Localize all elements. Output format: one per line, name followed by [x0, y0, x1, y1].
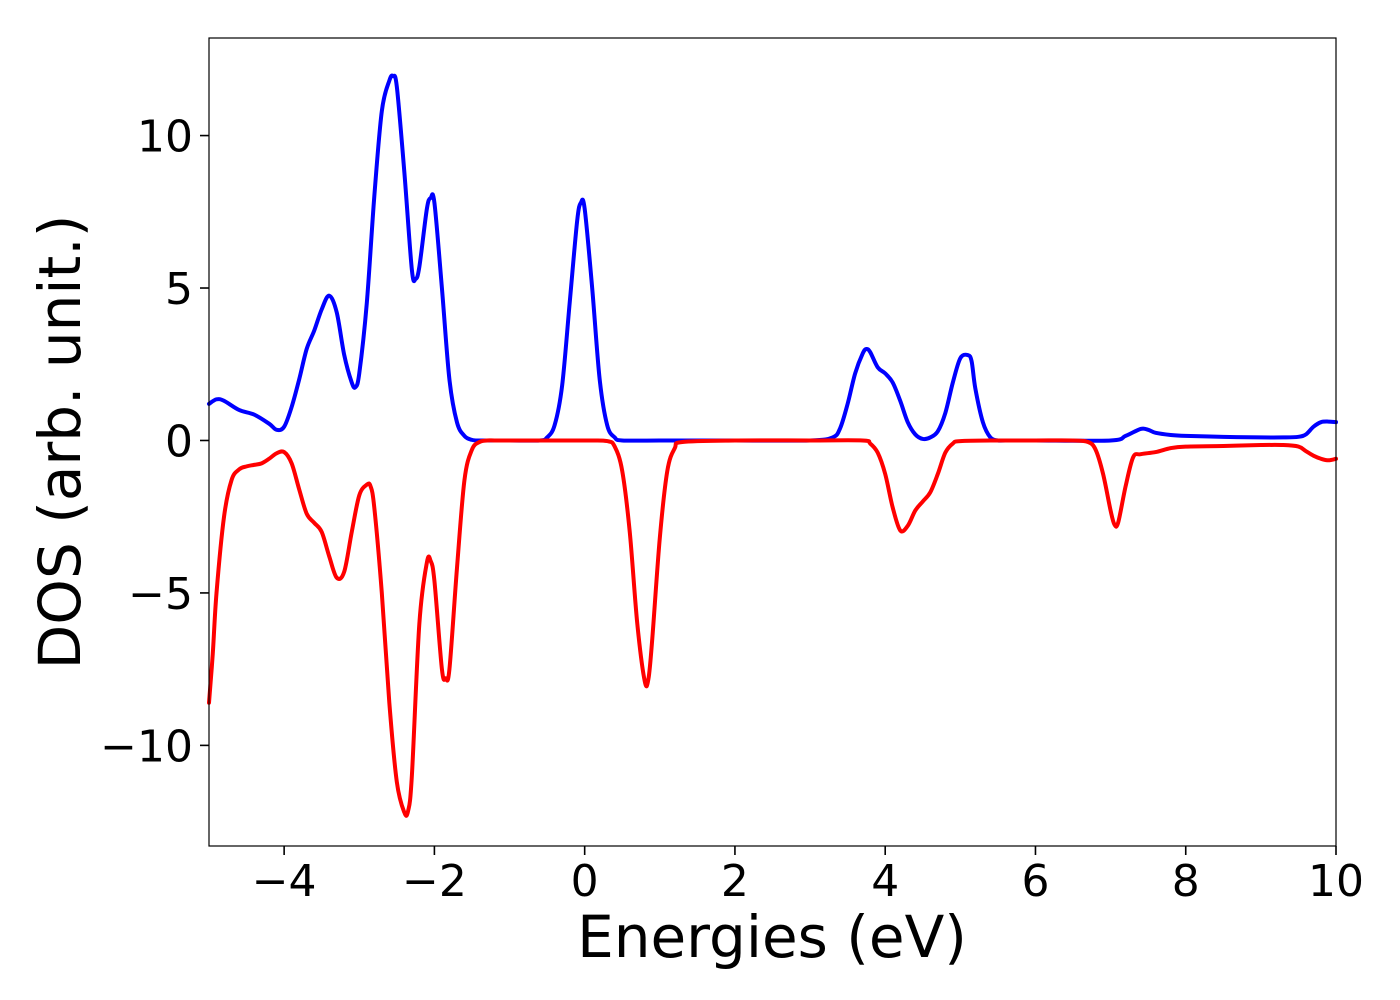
y-tick-label: 0 [165, 416, 193, 467]
dos-series-red-line [207, 438, 1338, 818]
x-axis-title: Energies (eV) [577, 903, 967, 971]
x-tick-label: 10 [1308, 856, 1364, 907]
x-tick-label: 0 [571, 856, 599, 907]
x-tick-label: −2 [402, 856, 467, 907]
y-axis-title: DOS (arb. unit.) [26, 215, 94, 670]
x-tick-label: 4 [871, 856, 899, 907]
series-layer [207, 73, 1338, 818]
dos-series-blue-line [207, 73, 1338, 443]
ticks-layer: −4 −2 0 2 4 6 8 10 −10 −5 0 5 10 [100, 112, 1364, 907]
y-tick-label: −10 [100, 721, 193, 772]
plot-frame [208, 37, 1337, 847]
y-tick-label: −5 [128, 569, 193, 620]
x-tick-label: 2 [721, 856, 749, 907]
x-tick-label: −4 [252, 856, 317, 907]
y-tick-label: 10 [137, 112, 193, 163]
x-tick-label: 6 [1021, 856, 1049, 907]
y-tick-label: 5 [165, 264, 193, 315]
x-tick-label: 8 [1172, 856, 1200, 907]
